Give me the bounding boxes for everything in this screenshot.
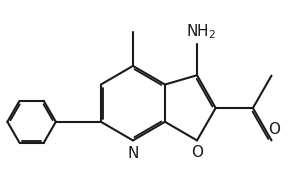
Text: N: N [127,146,139,161]
Text: O: O [268,122,281,137]
Text: O: O [191,145,203,160]
Text: NH$_2$: NH$_2$ [186,22,217,41]
